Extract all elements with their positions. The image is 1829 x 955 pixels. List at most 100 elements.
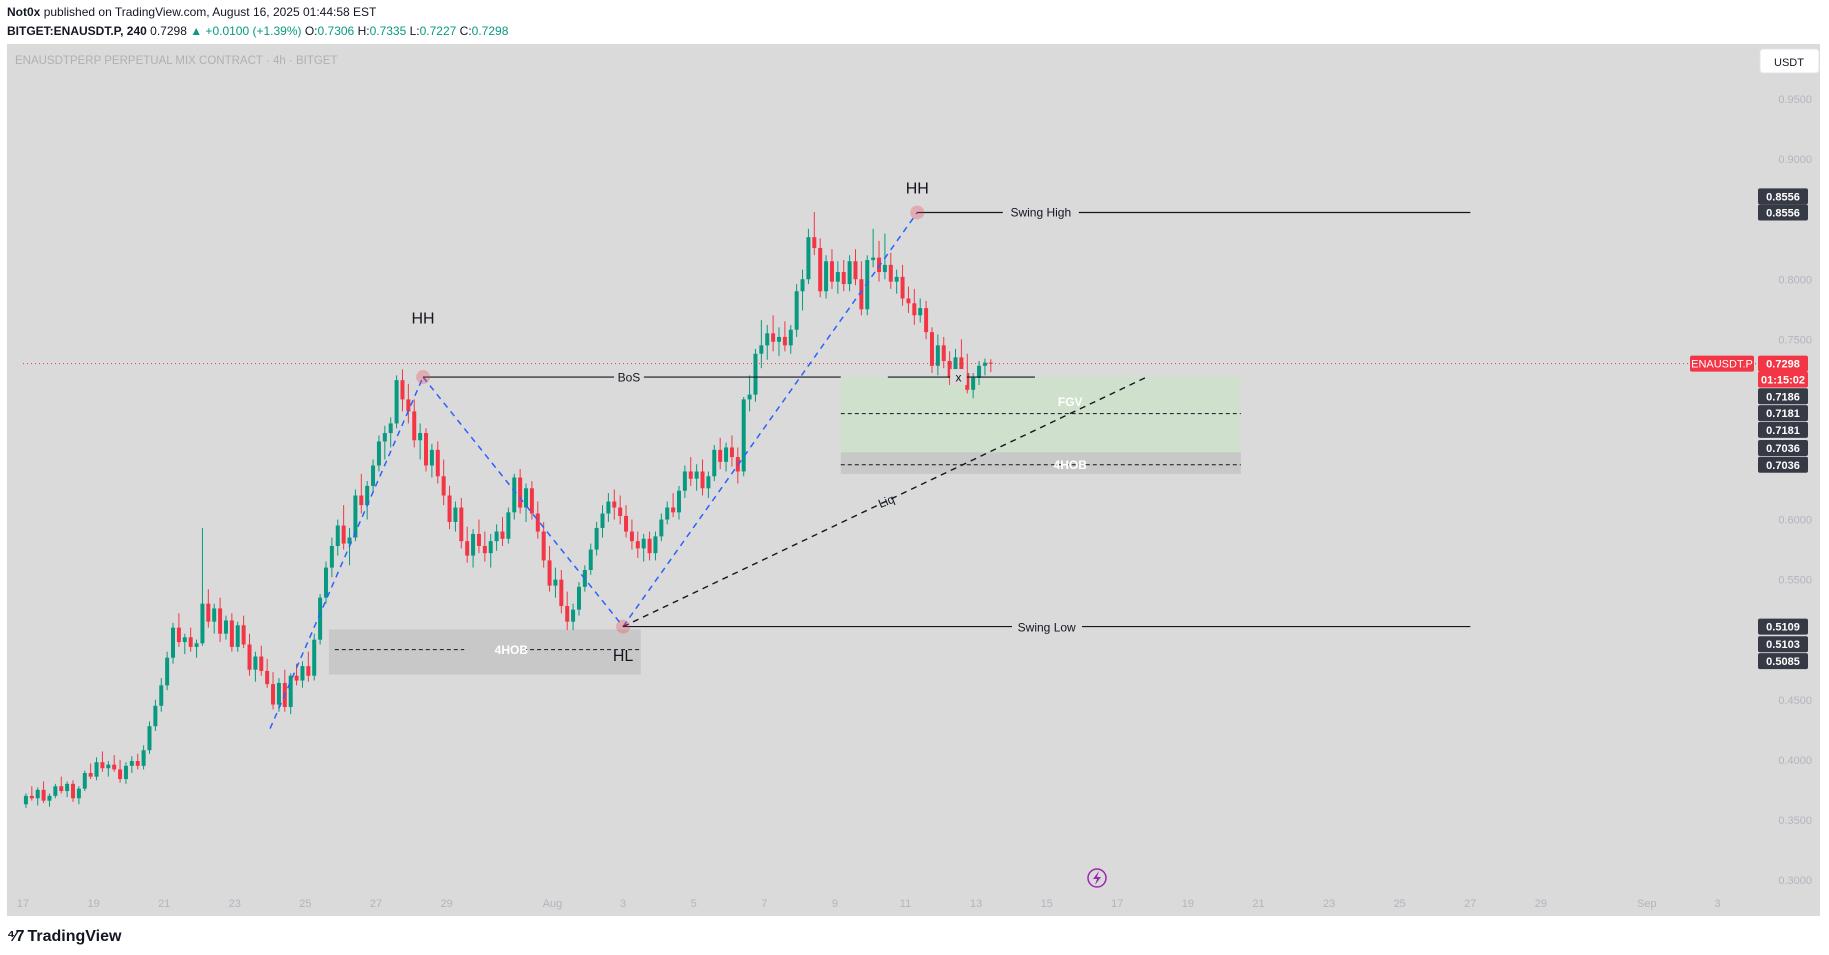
candle-body (371, 465, 376, 486)
price-tag-bg (1758, 355, 1808, 372)
price-tag-bg (1758, 653, 1808, 670)
currency-button[interactable]: USDT (1759, 48, 1820, 74)
x-tick-label: 23 (1323, 898, 1335, 910)
candle-body (853, 261, 858, 280)
candle-body (982, 362, 987, 366)
open-value: 0.7306 (317, 24, 355, 38)
candle-body (529, 488, 534, 514)
candle-body (618, 507, 623, 516)
candle-body (635, 541, 640, 549)
candle-body (629, 531, 634, 542)
candle-body (135, 761, 140, 766)
price-tag-bg (1758, 405, 1808, 422)
candle-body (918, 308, 923, 316)
candle-body (588, 549, 593, 570)
price-tag-bg (1758, 439, 1808, 456)
candle-body (500, 531, 505, 539)
candle-body (47, 795, 52, 801)
chart-annotation-label: FGV (1058, 395, 1083, 409)
chart-plot-area[interactable] (7, 44, 1820, 916)
candle-body (565, 606, 570, 622)
candle-body (406, 399, 411, 412)
close-label: C: (459, 24, 472, 38)
author-name[interactable]: Not0x (7, 5, 41, 19)
liquidity-trendline (622, 376, 1148, 628)
candle-body (441, 476, 446, 496)
candle-body (535, 513, 540, 532)
pivot-marker (910, 205, 925, 220)
y-tick-label: 0.3500 (1778, 815, 1812, 827)
candle-body (929, 332, 934, 366)
tradingview-brand: TradingView (27, 928, 122, 945)
candle-body (777, 336, 782, 342)
chart-annotation-label: 4HOB (495, 643, 529, 657)
price-tag: 0.7036 (1766, 443, 1800, 455)
candle-body (88, 773, 93, 777)
candle-body (947, 360, 952, 378)
price-tag: 0.7298 (1766, 359, 1800, 371)
high-label: H: (357, 24, 370, 38)
x-axis[interactable]: 17 19 21 23 25 27 29 Aug 3 5 7 9 11 13 15 17 19 21 23 25 27 2… (17, 898, 1721, 910)
candle-body (218, 608, 223, 634)
price-tag: 0.7181 (1766, 425, 1800, 437)
candle-body (59, 786, 64, 792)
candle-body (859, 279, 864, 310)
candle-body (800, 279, 805, 292)
y-axis[interactable]: 0.9500 0.9000 0.8000 0.7500 0.6000 0.5500 0.45… (1778, 94, 1812, 887)
candle-body (594, 527, 599, 550)
candle-body (747, 394, 752, 400)
price-tag: 0.7036 (1766, 460, 1800, 472)
candle-body (453, 507, 458, 522)
candle-body (665, 507, 670, 520)
x-tick-label: 5 (691, 898, 697, 910)
candle-body (394, 380, 399, 424)
chart-annotation-label: x (955, 370, 961, 384)
candle-body (894, 276, 899, 282)
candle-body (924, 308, 929, 333)
chart-annotation-label: HH (412, 310, 435, 327)
x-tick-label: 23 (229, 898, 241, 910)
candle-body (547, 560, 552, 586)
currency-button-bg[interactable] (1759, 48, 1820, 74)
candle-body (459, 507, 464, 542)
candle-body (353, 495, 358, 538)
candle-body (147, 726, 152, 751)
order-block-zone-right (840, 452, 1241, 474)
drawings-layer: HH HH HL BoS Swing High Swing Low x FGV 4HOB 4HOB… (23, 181, 1788, 729)
y-tick-label: 0.8000 (1778, 274, 1812, 286)
candle-body (429, 449, 434, 466)
label-bg (1002, 204, 1079, 221)
candle-body (912, 303, 917, 316)
y-tick-label: 0.7500 (1778, 334, 1812, 346)
x-tick-label: 21 (1252, 898, 1264, 910)
candle-body (382, 433, 387, 442)
candle-body (76, 788, 81, 799)
order-block-zone-left (328, 629, 641, 675)
candle-body (559, 579, 564, 607)
candle-body (112, 764, 117, 770)
candle-body (41, 789, 46, 801)
candle-body (259, 656, 264, 671)
high-value: 0.7335 (369, 24, 407, 38)
candle-body (518, 477, 523, 508)
candle-body (65, 783, 70, 792)
lightning-icon[interactable] (1087, 868, 1107, 888)
candle-body (412, 411, 417, 441)
label-bg (1012, 619, 1082, 636)
candle-body (206, 603, 211, 622)
candle-body (959, 357, 964, 373)
candle-body (71, 783, 76, 799)
candle-body (294, 675, 299, 681)
candle-body (694, 471, 699, 479)
candle-body (165, 657, 170, 686)
candle-body (906, 298, 911, 304)
tradingview-logo[interactable]: ⁴⁄7 TradingView (7, 928, 121, 946)
candle-body (600, 513, 605, 528)
currency-button-label[interactable]: USDT (1774, 57, 1804, 69)
candle-body (229, 620, 234, 647)
candle-body (847, 261, 852, 285)
candle-body (729, 447, 734, 458)
x-tick-label: 29 (1535, 898, 1547, 910)
candle-body (388, 423, 393, 434)
